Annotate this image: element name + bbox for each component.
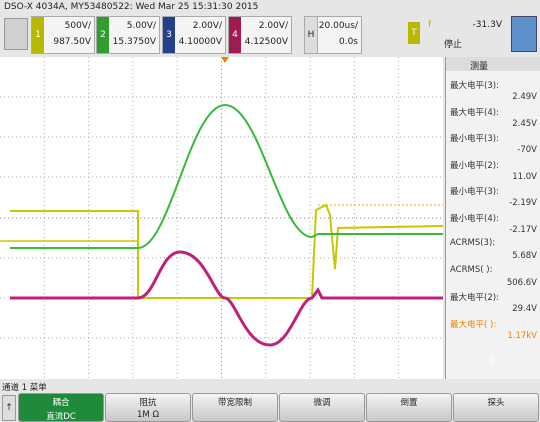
channel-scale: 5.00V/: [126, 21, 156, 31]
timebase-scale: 20.00us/: [318, 21, 358, 31]
softkey-label: 带宽限制: [217, 398, 252, 408]
channel-scale: 2.00V/: [192, 21, 222, 31]
softkey[interactable]: 阻抗 1M Ω: [105, 393, 191, 422]
measurement-value: 11.0V: [512, 171, 537, 182]
menu-title: 通道 1 菜单: [2, 383, 47, 393]
grid: [0, 57, 443, 379]
trigger-status: 停止: [444, 40, 463, 50]
channel-scale: 2.00V/: [258, 21, 288, 31]
channel-number: 2: [97, 17, 109, 53]
timebase-label: H: [305, 17, 318, 53]
ch1-trace: [10, 203, 443, 299]
back-key[interactable]: ↑: [2, 395, 16, 421]
measurement-label: 最大电平(4):: [450, 107, 499, 118]
trigger-box[interactable]: T f -31.3V 停止: [408, 16, 504, 52]
softkey-value: 直流DC: [46, 412, 76, 422]
measurement-value: 29.4V: [512, 304, 537, 314]
softkey-label: 倒置: [400, 398, 418, 408]
measurement-label: 最小电平(2):: [450, 160, 499, 171]
softkey-label: 微调: [313, 398, 331, 408]
waveform-display: [0, 57, 443, 379]
ch2-trace: [10, 103, 443, 249]
softkey-value: 1M Ω: [137, 410, 159, 420]
channel-box[interactable]: 3 2.00V/ 4.10000V: [162, 16, 226, 54]
channel-offset: 4.12500V: [244, 37, 288, 47]
channel-scale: 500V/: [64, 21, 91, 31]
timebase-box[interactable]: H 20.00us/ 0.0s: [304, 16, 362, 54]
measurement-label: 最大电平( ):: [450, 319, 497, 330]
measurement-value: 1.17kV: [507, 330, 537, 341]
softkey-label: 探头: [487, 398, 505, 408]
measurement-label: 最小电平(4):: [450, 213, 499, 224]
softkey-label: 耦合: [52, 398, 70, 408]
channel-number: 1: [32, 17, 44, 53]
header-title: DSO-X 4034A, MY53480522: Wed Mar 25 15:3…: [4, 2, 259, 12]
measurement-label: 最小电平(3):: [450, 134, 499, 144]
channel-number: 3: [163, 17, 175, 53]
measurement-panel: 测量 最大电平(3): 2.49V 最大电平(4): 2.45V 最小电平(3): -70…: [445, 57, 540, 379]
measurement-label: 最大电平(3):: [450, 81, 499, 91]
timebase-delay: 0.0s: [338, 37, 358, 47]
measurement-value: -2.19V: [509, 198, 537, 208]
softkey[interactable]: 倒置: [366, 393, 452, 422]
measurement-label: 最小电平(3):: [450, 187, 499, 197]
measurement-label: ACRMS( ):: [450, 264, 493, 275]
trigger-label: T: [408, 22, 420, 44]
trigger-marker: [221, 57, 229, 63]
measurement-value: 506.6V: [506, 277, 537, 288]
measurement-value: -2.17V: [509, 224, 537, 235]
measurement-value: 5.68V: [512, 251, 537, 261]
softkey[interactable]: 带宽限制: [192, 393, 278, 422]
trigger-slope: f: [428, 20, 432, 30]
measurement-label: ACRMS(3):: [450, 238, 496, 248]
measurement-value: 2.49V: [512, 92, 537, 102]
channel-number: 4: [229, 17, 241, 53]
trigger-level: -31.3V: [472, 20, 502, 30]
panel-title: 测量: [470, 62, 489, 72]
channel-offset: 15.3750V: [112, 37, 156, 47]
panel-header: [446, 57, 540, 71]
channel-box[interactable]: 1 500V/ 987.50V: [31, 16, 95, 54]
run-icon[interactable]: [4, 18, 28, 50]
cursor-icon[interactable]: [511, 16, 537, 52]
channel-box[interactable]: 2 5.00V/ 15.3750V: [96, 16, 160, 54]
softkey[interactable]: 探头: [453, 393, 539, 422]
softkey-label: 阻抗: [139, 398, 157, 408]
measurement-value: 2.45V: [512, 118, 537, 129]
softkey[interactable]: 微调: [279, 393, 365, 422]
softkey[interactable]: 耦合直流DC: [18, 393, 104, 422]
add-icon[interactable]: +: [488, 353, 499, 367]
measurement-label: 最大电平(2):: [450, 293, 499, 303]
ch4-trace: [10, 250, 443, 347]
measurement-value: -70V: [517, 145, 537, 155]
channel-offset: 4.10000V: [178, 37, 222, 47]
channel-box[interactable]: 4 2.00V/ 4.12500V: [228, 16, 292, 54]
channel-offset: 987.50V: [53, 37, 91, 47]
